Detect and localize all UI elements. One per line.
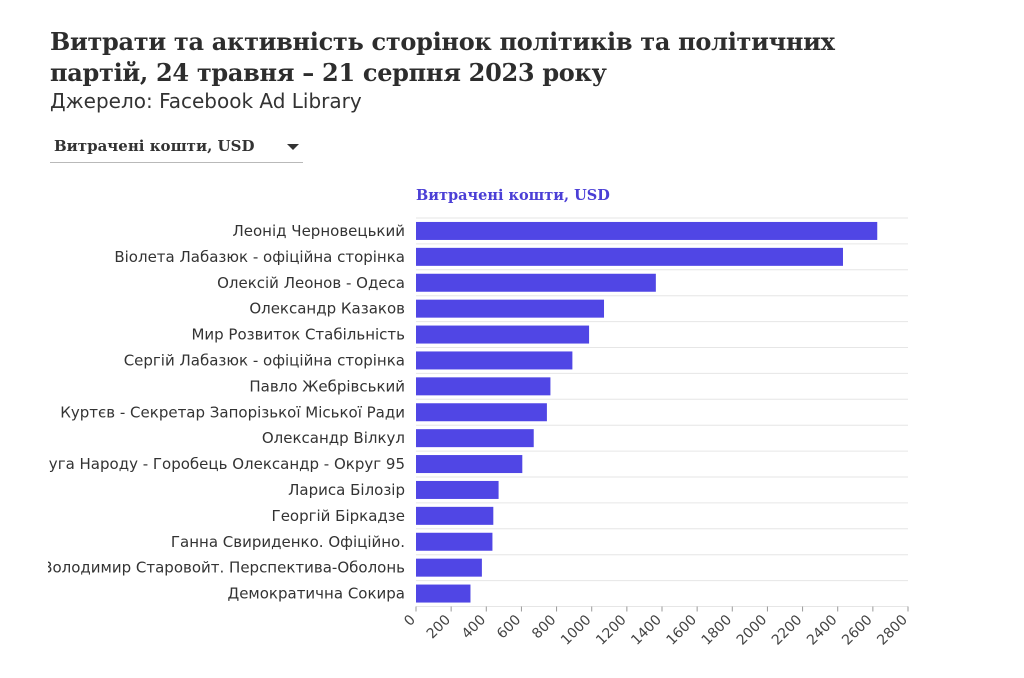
category-label: Володимир Старовойт. Перспектива-Оболонь — [42, 559, 405, 577]
category-label: Мир Розвиток Стабільність — [191, 326, 405, 344]
page-title: Витрати та активність сторінок політиків… — [50, 27, 835, 87]
source-note: Джерело: Facebook Ad Library — [50, 89, 362, 113]
category-label: Сергій Лабазюк - офіційна сторінка — [124, 351, 405, 369]
bar — [416, 558, 482, 577]
category-label: Олексій Леонов - Одеса — [217, 274, 405, 292]
bar — [416, 403, 547, 422]
x-tick-label: 2800 — [874, 612, 911, 649]
category-label: Лариса Білозір — [288, 481, 405, 499]
x-tick-label: 1800 — [699, 612, 736, 649]
category-label: Демократична Сокира — [227, 585, 405, 603]
category-label: Олександр Казаков — [249, 300, 405, 318]
category-label: Леонід Черновецький — [233, 222, 406, 240]
bar — [416, 455, 523, 474]
category-label: Павло Жебрівський — [249, 377, 405, 395]
bar — [416, 377, 551, 396]
x-tick-label: 1200 — [593, 612, 630, 649]
x-tick-label: 200 — [424, 612, 454, 642]
bar — [416, 221, 878, 240]
bar — [416, 325, 590, 344]
x-tick-label: 600 — [494, 612, 524, 642]
x-tick-label: 400 — [459, 612, 489, 642]
series-title: Витрачені кошти, USD — [416, 187, 610, 204]
category-label: Слуга Народу - Горобець Олександр - Окру… — [29, 455, 405, 473]
category-label: Олександр Вілкул — [262, 429, 405, 447]
category-label: Віолета Лабазюк - офіційна сторінка — [114, 248, 405, 266]
bar — [416, 506, 494, 525]
bar — [416, 351, 573, 370]
bar — [416, 584, 471, 603]
chevron-down-icon — [287, 144, 299, 150]
x-tick-label: 1000 — [558, 612, 595, 649]
bar — [416, 299, 605, 318]
category-label: Ганна Свириденко. Офіційно. — [171, 533, 405, 551]
x-tick-label: 0 — [401, 612, 419, 630]
x-tick-label: 2400 — [804, 612, 841, 649]
x-tick-label: 2000 — [734, 612, 771, 649]
x-tick-label: 800 — [529, 612, 559, 642]
x-tick-label: 2600 — [839, 612, 876, 649]
bar — [416, 273, 656, 292]
metric-dropdown-value: Витрачені кошти, USD — [54, 137, 255, 155]
x-tick-label: 1400 — [628, 612, 665, 649]
category-label: Куртєв - Секретар Запорізької Міської Ра… — [60, 403, 405, 421]
bar — [416, 480, 499, 499]
x-tick-label: 1600 — [663, 612, 700, 649]
category-label: Георгій Біркадзе — [272, 507, 405, 525]
bar — [416, 532, 493, 551]
bar — [416, 247, 843, 266]
x-tick-label: 2200 — [769, 612, 806, 649]
metric-dropdown[interactable]: Витрачені кошти, USD — [50, 132, 303, 163]
bar — [416, 429, 534, 448]
